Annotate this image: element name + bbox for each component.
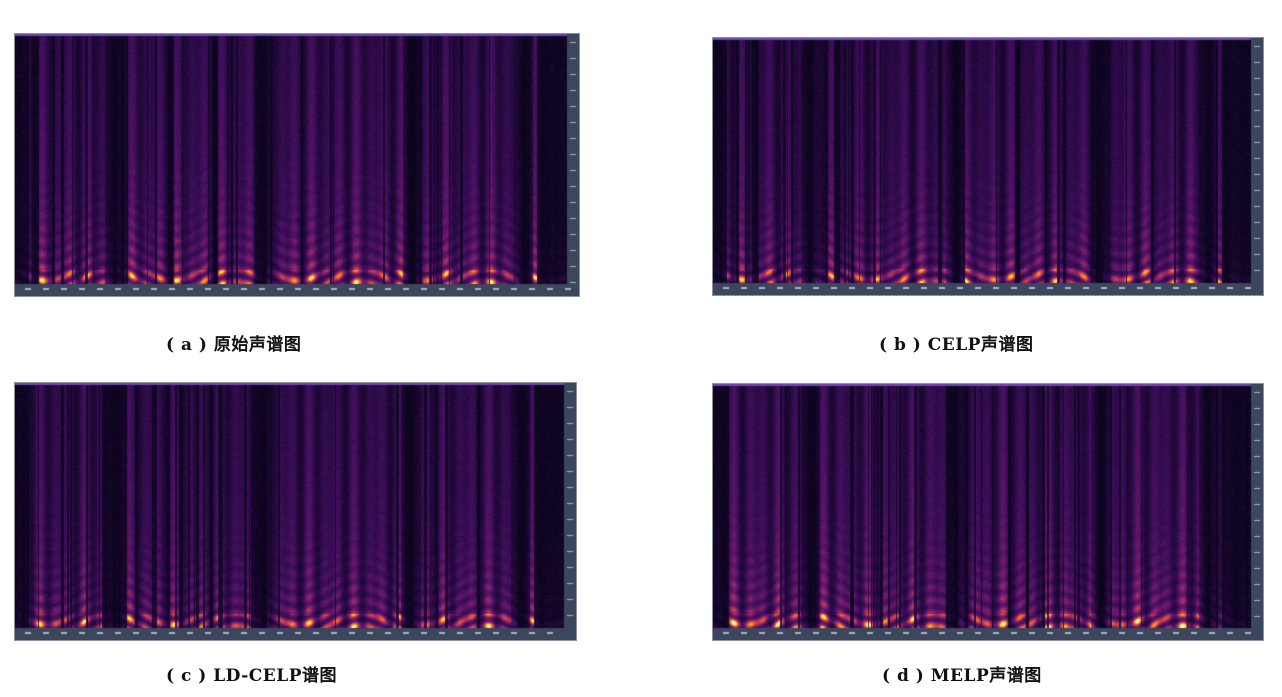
spectrogram-b (713, 38, 1263, 295)
spectrogram-frame-a (14, 33, 580, 297)
caption-c: ( c ) LD-CELP谱图 (166, 666, 337, 686)
spectrogram-frame-b (712, 37, 1264, 296)
caption-d: ( d ) MELP声谱图 (882, 666, 1042, 686)
spectrogram-frame-d (712, 383, 1264, 641)
caption-b: ( b ) CELP声谱图 (879, 335, 1034, 355)
spectrogram-d (713, 384, 1263, 640)
spectrogram-a (15, 34, 579, 296)
spectrogram-frame-c (14, 382, 577, 641)
caption-a: ( a ) 原始声谱图 (166, 335, 302, 355)
spectrogram-c (15, 383, 576, 640)
